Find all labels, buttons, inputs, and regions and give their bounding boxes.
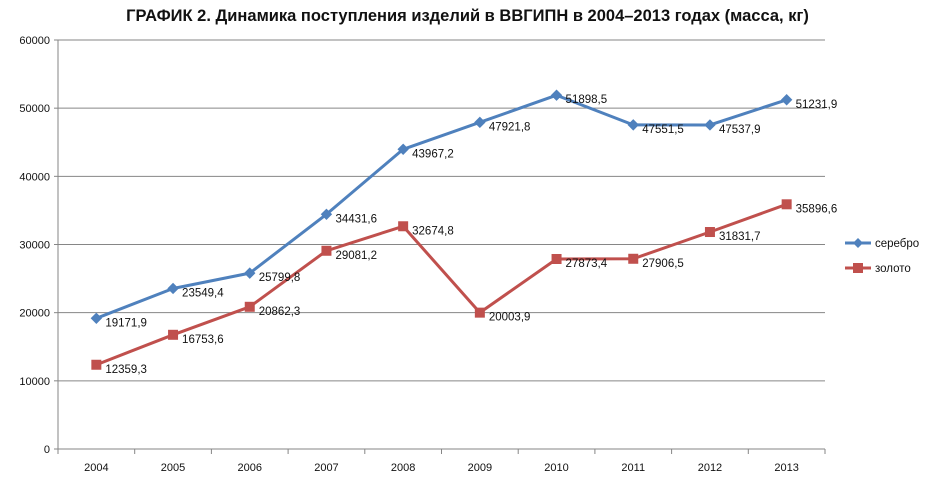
legend-label: золото [875, 263, 911, 275]
x-tick-label: 2011 [621, 462, 645, 474]
data-label: 43967,2 [412, 148, 454, 160]
data-label: 19171,9 [105, 317, 147, 329]
y-tick-label: 30000 [19, 240, 50, 252]
data-label: 23549,4 [182, 287, 224, 299]
y-tick-label: 60000 [19, 35, 50, 47]
data-point-marker [780, 94, 793, 106]
data-point-marker [474, 116, 486, 129]
data-point-marker [551, 253, 562, 264]
x-tick-label: 2004 [84, 462, 108, 474]
grid-lines [58, 39, 825, 382]
data-label: 51898,5 [566, 94, 608, 106]
chart-title: ГРАФИК 2. Динамика поступления изделий в… [126, 7, 809, 25]
data-point-marker [167, 282, 179, 295]
legend: серебро золото [845, 238, 919, 275]
data-point-marker [321, 245, 332, 256]
data-label: 47551,5 [642, 124, 684, 136]
series [90, 89, 793, 370]
data-point-marker [628, 253, 639, 264]
legend-label: серебро [875, 238, 919, 250]
x-tick-label: 2007 [314, 462, 338, 474]
series-line-silver [95, 93, 788, 320]
data-point-marker [627, 119, 639, 131]
data-point-marker [168, 329, 179, 340]
legend-marker [853, 263, 863, 273]
data-point-marker [397, 143, 409, 155]
x-tick-label: 2012 [698, 462, 722, 474]
data-point-marker [320, 208, 333, 220]
y-tick-label: 0 [44, 444, 50, 456]
data-label: 35896,6 [796, 203, 838, 215]
data-label: 34431,6 [335, 213, 377, 225]
data-point-marker [398, 221, 409, 232]
y-tick-label: 20000 [19, 308, 50, 320]
data-label: 25799,8 [259, 272, 301, 284]
x-tick-label: 2010 [544, 462, 568, 474]
data-label: 12359,3 [105, 364, 147, 376]
data-point-marker [244, 267, 256, 279]
data-label: 27873,4 [566, 258, 608, 270]
x-tick-label: 2005 [161, 462, 185, 474]
data-point-marker [704, 119, 716, 131]
x-tick-label: 2009 [468, 462, 492, 474]
data-point-marker [550, 89, 563, 101]
y-tick-label: 50000 [19, 103, 50, 115]
data-point-marker [474, 307, 485, 318]
data-labels: 19171,9 23549,4 25799,8 34431,6 43967,2 47921… [105, 94, 837, 376]
legend-marker [853, 238, 863, 248]
data-label: 47921,8 [489, 121, 531, 133]
data-label: 20003,9 [489, 312, 531, 324]
data-label: 27906,5 [642, 258, 684, 270]
data-label: 51231,9 [796, 99, 838, 111]
axes [54, 39, 826, 454]
x-tick-label: 2013 [774, 462, 798, 474]
data-point-marker [781, 199, 792, 210]
y-tick-labels: 0 10000 20000 30000 40000 50000 60000 [19, 35, 50, 456]
data-label: 16753,6 [182, 334, 224, 346]
data-label: 32674,8 [412, 225, 454, 237]
data-label: 47537,9 [719, 124, 761, 136]
series-line-gold [95, 202, 788, 367]
y-tick-label: 40000 [19, 171, 50, 183]
data-point-marker [90, 312, 103, 325]
data-point-marker [704, 227, 715, 238]
data-label: 31831,7 [719, 231, 761, 243]
x-tick-label: 2008 [391, 462, 415, 474]
data-point-marker [244, 301, 255, 312]
data-label: 29081,2 [335, 250, 377, 262]
y-tick-label: 10000 [19, 376, 50, 388]
x-tick-labels: 2004 2005 2006 2007 2008 2009 2010 2011 2012 2013 [84, 462, 799, 474]
data-label: 20862,3 [259, 306, 301, 318]
data-point-marker [91, 359, 102, 370]
x-tick-label: 2006 [238, 462, 262, 474]
